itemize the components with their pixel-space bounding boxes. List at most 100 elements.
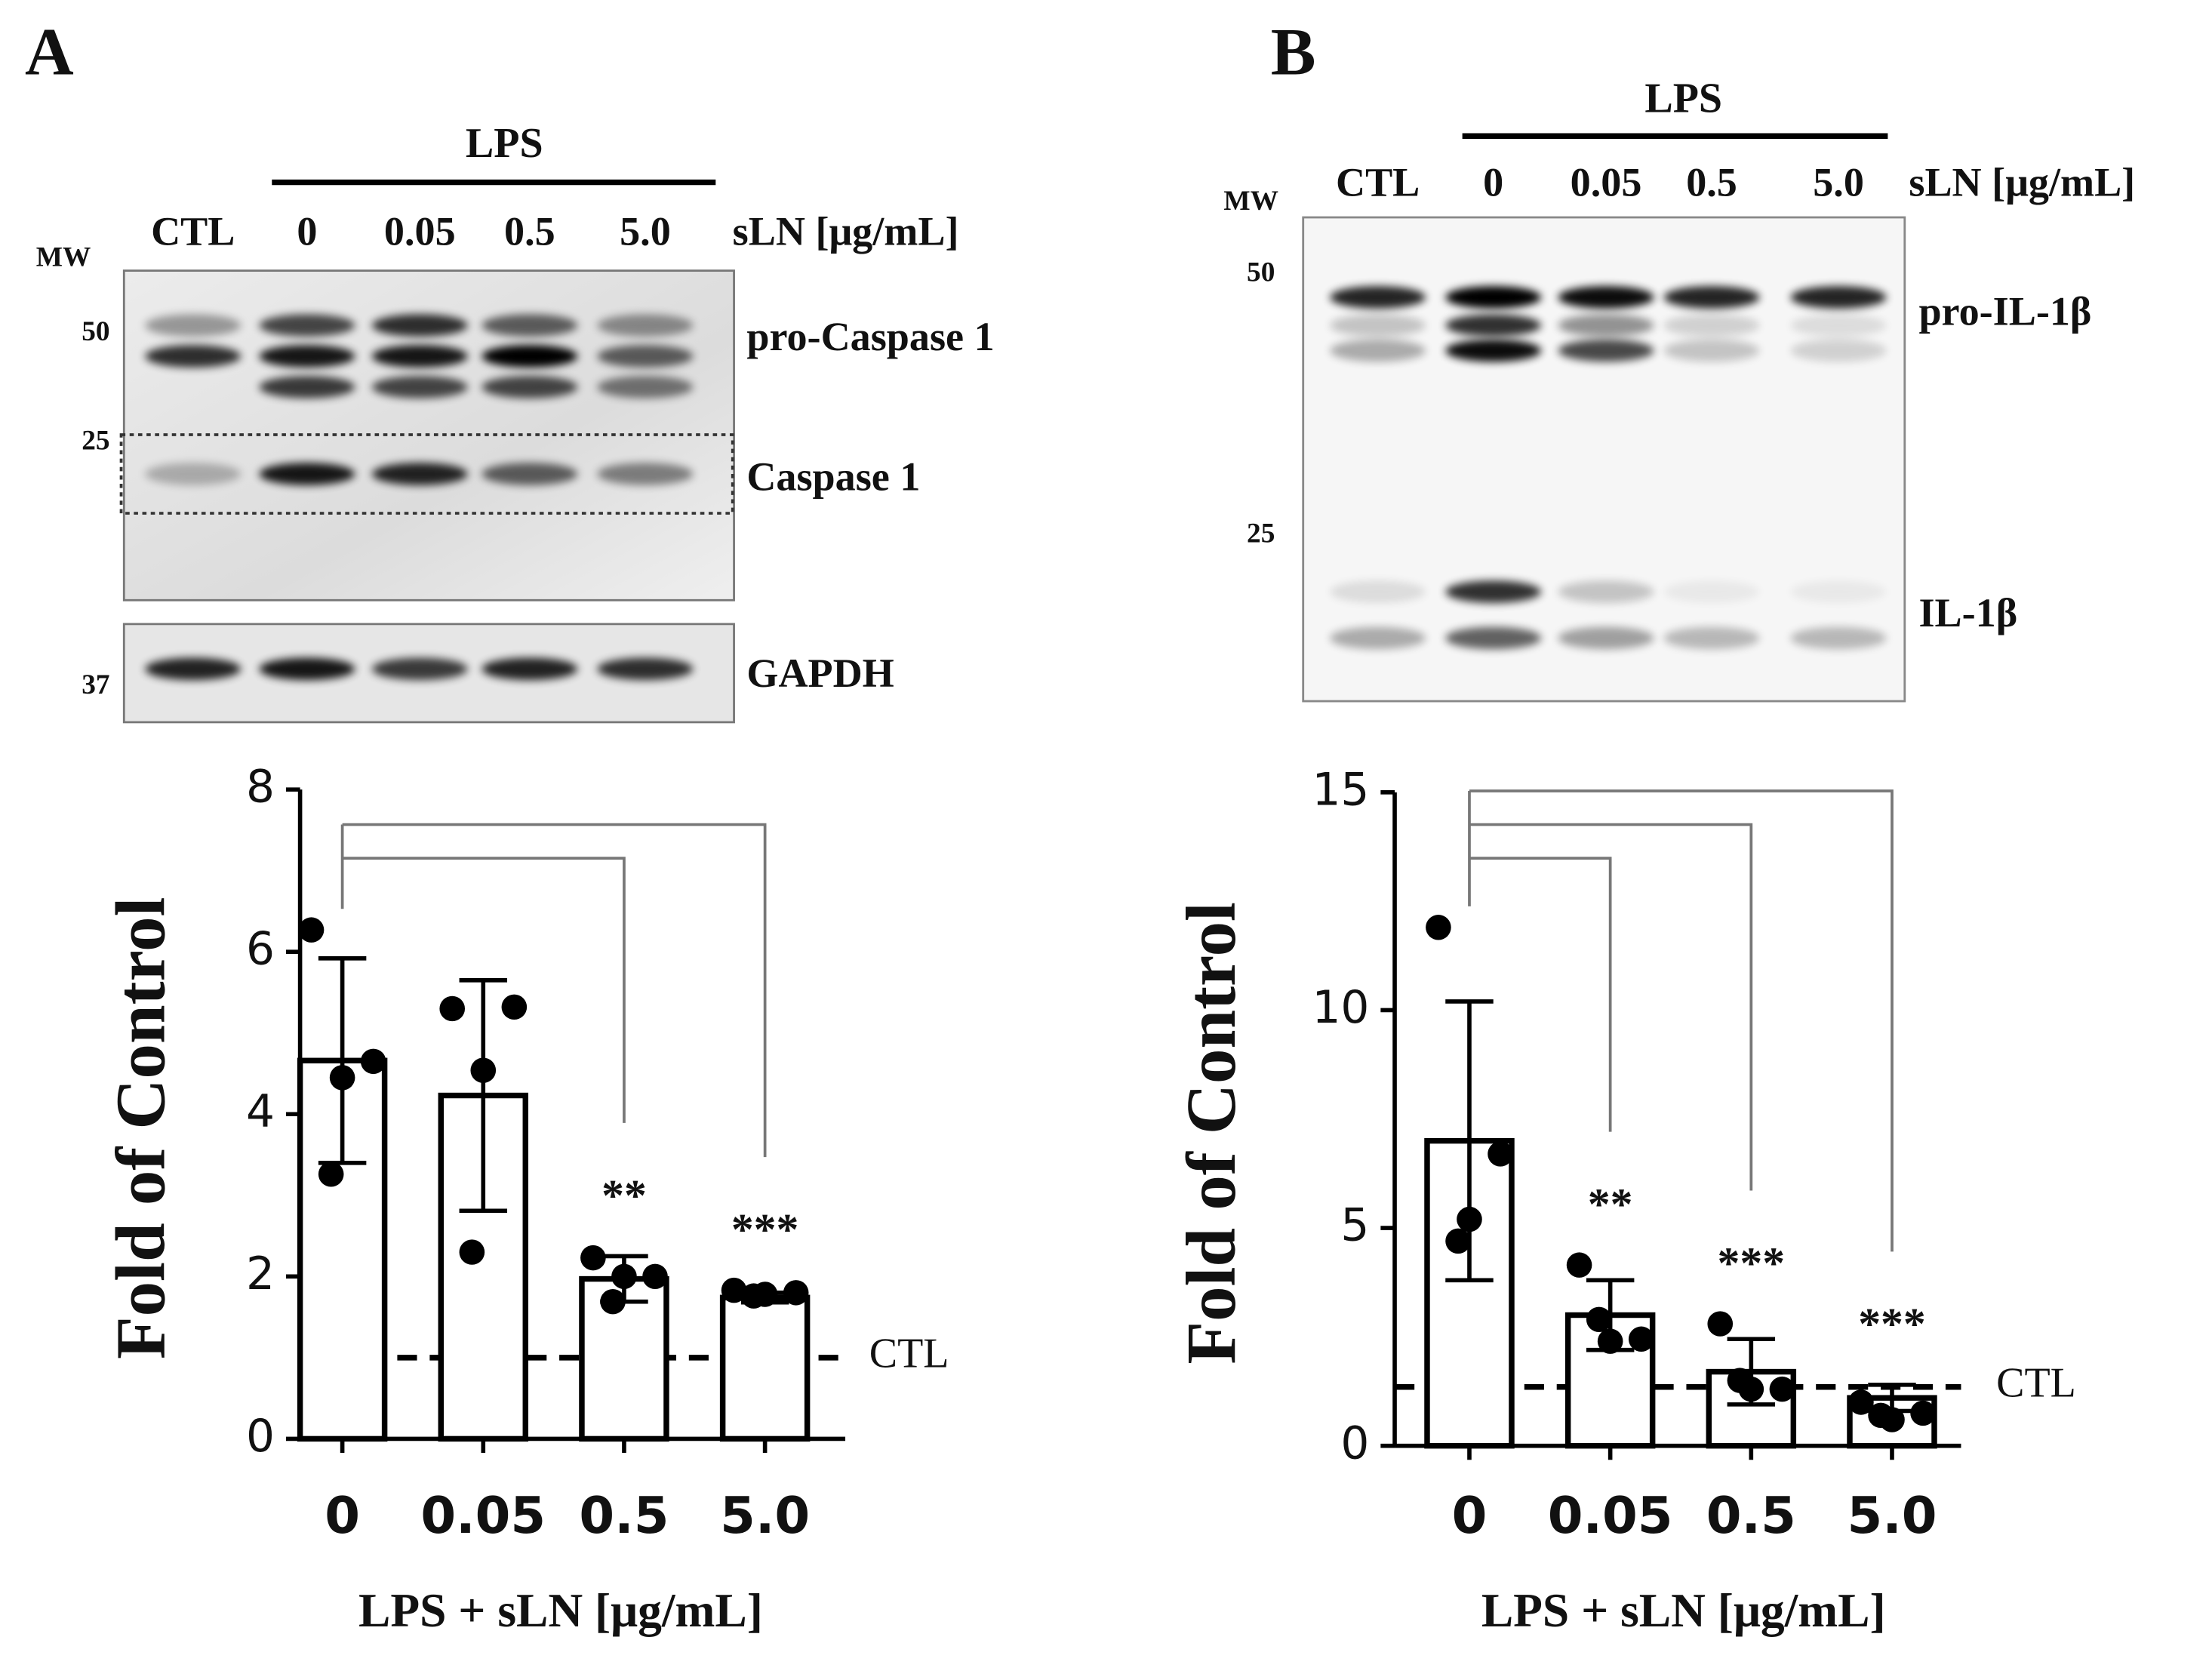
mw-marker: 37 [82,669,109,700]
blot-band [371,657,468,681]
data-point [439,995,466,1022]
x-tick-label: 0.5 [1706,1486,1796,1545]
x-tick-label: 5.0 [720,1486,810,1545]
band-label: Caspase 1 [746,454,920,500]
blot-band [371,345,468,368]
significance-label: *** [1858,1299,1926,1349]
band-label: pro-Caspase 1 [746,314,994,359]
data-point [1868,1402,1894,1429]
x-tick-label: 0 [1452,1486,1488,1545]
unit-label: sLN [μg/mL] [1909,160,2135,205]
blot-band [145,345,242,368]
y-axis-label: Fold of Control [1173,902,1251,1364]
panel-label: B [1271,15,1316,90]
data-point [1566,1252,1592,1278]
blot-band [597,314,694,337]
reference-label: CTL [1996,1360,2076,1407]
bar [719,1294,811,1442]
blot-band [597,657,694,681]
highlight-box [119,433,734,515]
x-axis-label: LPS + sLN [μg/mL] [1481,1584,1886,1637]
x-tick-label: 0.05 [420,1486,546,1545]
y-tick-label: 10 [1312,982,1369,1034]
blot-band [1445,286,1542,309]
blot-band [371,375,468,398]
blot-band [481,463,578,485]
data-point [1628,1326,1654,1352]
lane-label: 0.5 [504,209,555,254]
blot-band [481,345,578,368]
significance-bracket [1469,823,1753,1191]
data-point [580,1245,606,1271]
lane-label: 0.5 [1686,160,1737,205]
lane-label: 0.05 [384,209,456,254]
blot-band [597,375,694,398]
blot-band [1558,580,1654,603]
data-point [721,1277,747,1303]
y-tick-label: 0 [1340,1417,1369,1469]
blot-band [1445,314,1542,337]
data-point [1586,1306,1612,1333]
band-label: IL-1β [1918,590,2017,635]
y-tick-label: 8 [246,762,275,814]
panel-label: A [25,15,74,90]
data-point [642,1263,668,1290]
blot-band [1330,626,1426,650]
lps-label: LPS [466,120,543,167]
lane-label: 5.0 [620,209,671,254]
blot-band [259,314,355,337]
data-point [1910,1400,1936,1426]
x-axis-label: LPS + sLN [μg/mL] [358,1584,763,1637]
blot-band [1663,339,1760,362]
data-point [501,994,528,1020]
data-point [360,1048,386,1075]
blot-band [1445,580,1542,603]
blot-band [259,657,355,681]
blot-band [1790,314,1887,337]
data-point [1426,915,1451,940]
mw-label: MW [1223,186,1278,217]
lane-label: CTL [151,209,235,254]
x-tick-label: 0.5 [579,1486,669,1545]
x-tick-label: 5.0 [1847,1486,1937,1545]
blot-band [1330,286,1426,309]
unit-label: sLN [μg/mL] [733,209,959,254]
lane-label: CTL [1336,160,1420,205]
blot-band [1663,286,1760,309]
blot-band [1663,626,1760,650]
blot-band [481,314,578,337]
lane-label: 5.0 [1813,160,1864,205]
blot-band [259,345,355,368]
blot-band [1790,626,1887,650]
mw-marker: 50 [1247,257,1275,288]
blot-band [371,314,468,337]
mw-marker: 50 [82,316,109,347]
data-point [1769,1376,1795,1402]
significance-label: ** [1588,1180,1633,1229]
y-tick-label: 5 [1340,1200,1369,1252]
band-label: GAPDH [746,651,894,696]
significance-bracket [342,823,767,1158]
data-point [1727,1368,1753,1393]
data-point [318,1162,344,1187]
mw-marker: 25 [82,426,109,457]
blot-band [1663,580,1760,603]
y-tick-label: 15 [1312,765,1369,817]
blot-band [1330,339,1426,362]
blot-band [481,375,578,398]
data-point [783,1280,809,1306]
significance-bracket [1469,857,1612,1132]
blot-band [145,657,242,681]
blot-band [597,463,694,485]
blot-band [1790,339,1887,362]
data-point [298,917,325,943]
data-point [740,1283,767,1309]
blot-band [259,463,355,485]
blot-band [1330,314,1426,337]
data-point [1848,1389,1874,1415]
significance-label: *** [731,1205,799,1254]
significance-label: *** [1718,1238,1786,1288]
blot-band [145,463,242,485]
